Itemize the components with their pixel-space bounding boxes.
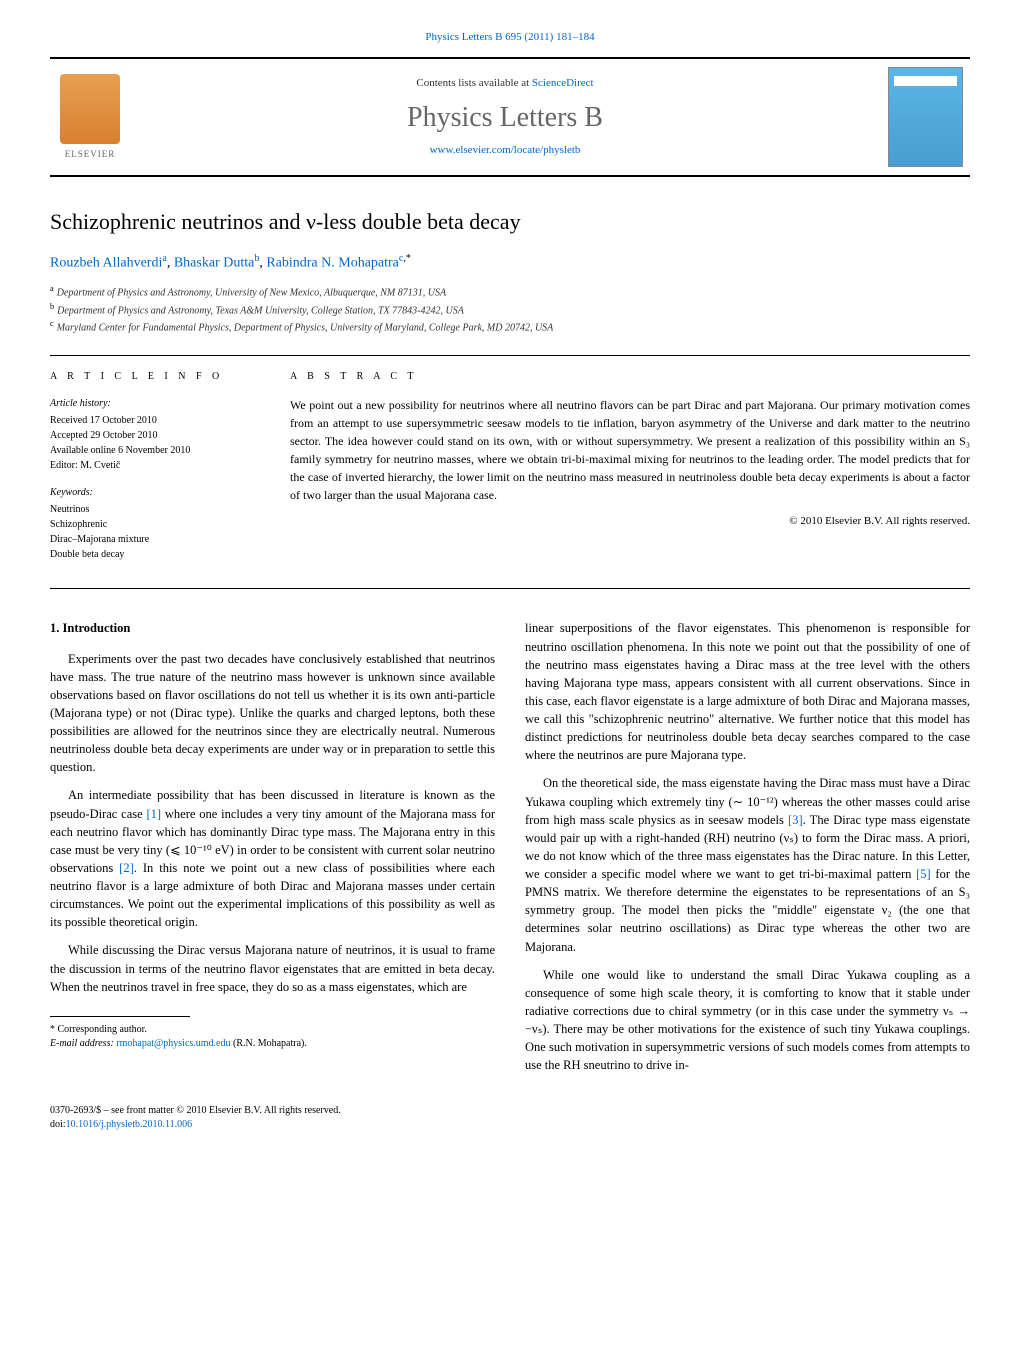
body-paragraph: linear superpositions of the flavor eige… (525, 619, 970, 764)
body-paragraph: An intermediate possibility that has bee… (50, 786, 495, 931)
journal-url[interactable]: www.elsevier.com/locate/physletb (430, 143, 581, 158)
abstract-heading: A B S T R A C T (290, 370, 970, 384)
footnote-separator (50, 1016, 190, 1017)
affiliation-text: Maryland Center for Fundamental Physics,… (57, 322, 554, 333)
affil-sup-label: b (50, 302, 54, 311)
affiliations: aDepartment of Physics and Astronomy, Un… (50, 283, 970, 335)
abstract-column: A B S T R A C T We point out a new possi… (270, 356, 970, 588)
email-label: E-mail address: (50, 1038, 116, 1049)
banner-center: Contents lists available at ScienceDirec… (130, 59, 880, 175)
sciencedirect-link[interactable]: ScienceDirect (532, 77, 594, 89)
contents-prefix: Contents lists available at (416, 77, 531, 89)
keyword-item: Schizophrenic (50, 517, 252, 532)
affiliation-text: Department of Physics and Astronomy, Tex… (57, 305, 464, 316)
history-item: Accepted 29 October 2010 (50, 428, 252, 443)
ref-link[interactable]: [2] (119, 861, 134, 875)
left-column: 1. Introduction Experiments over the pas… (50, 619, 495, 1084)
history-item: Received 17 October 2010 (50, 413, 252, 428)
footer: 0370-2693/$ – see front matter © 2010 El… (50, 1104, 970, 1132)
right-column: linear superpositions of the flavor eige… (525, 619, 970, 1084)
history-label: Article history: (50, 396, 252, 411)
abstract-text: We point out a new possibility for neutr… (290, 396, 970, 504)
ref-link[interactable]: [1] (146, 807, 161, 821)
history-item: Available online 6 November 2010 (50, 443, 252, 458)
body-paragraph: While discussing the Dirac versus Majora… (50, 941, 495, 995)
publisher-name: ELSEVIER (65, 148, 116, 161)
article-title: Schizophrenic neutrinos and ν-less doubl… (50, 207, 970, 238)
ref-link[interactable]: [3] (788, 813, 803, 827)
corresponding-marker[interactable]: ,* (403, 253, 411, 264)
keyword-item: Dirac–Majorana mixture (50, 532, 252, 547)
affil-sup[interactable]: a (162, 253, 166, 264)
email-name: (R.N. Mohapatra). (231, 1038, 307, 1049)
author-link[interactable]: Rabindra N. Mohapatra (266, 256, 399, 271)
section-heading: 1. Introduction (50, 619, 495, 637)
author-link[interactable]: Bhaskar Dutta (174, 256, 254, 271)
affil-sup-label: c (50, 319, 54, 328)
body-paragraph: While one would like to understand the s… (525, 966, 970, 1075)
citation-link[interactable]: Physics Letters B 695 (2011) 181–184 (425, 31, 594, 43)
abstract-copyright: © 2010 Elsevier B.V. All rights reserved… (290, 514, 970, 529)
keywords-label: Keywords: (50, 485, 252, 500)
doi-prefix: doi: (50, 1119, 66, 1130)
history-item: Editor: M. Cvetič (50, 458, 252, 473)
publisher-logo[interactable]: ELSEVIER (50, 59, 130, 175)
authors-list: Rouzbeh Allahverdia, Bhaskar Duttab, Rab… (50, 252, 970, 273)
contents-line: Contents lists available at ScienceDirec… (416, 76, 593, 91)
article-info: A R T I C L E I N F O Article history: R… (50, 356, 270, 588)
body-paragraph: On the theoretical side, the mass eigens… (525, 774, 970, 955)
journal-banner: ELSEVIER Contents lists available at Sci… (50, 57, 970, 177)
footnote: * Corresponding author. E-mail address: … (50, 1023, 495, 1051)
elsevier-tree-icon (60, 74, 120, 144)
body-paragraph: Experiments over the past two decades ha… (50, 650, 495, 777)
affil-sup-label: a (50, 284, 54, 293)
ref-link[interactable]: [5] (916, 867, 931, 881)
affiliation-text: Department of Physics and Astronomy, Uni… (57, 288, 446, 299)
issn-line: 0370-2693/$ – see front matter © 2010 El… (50, 1104, 970, 1118)
keyword-item: Neutrinos (50, 502, 252, 517)
journal-cover[interactable] (880, 59, 970, 175)
journal-title: Physics Letters B (407, 98, 603, 137)
info-abstract-row: A R T I C L E I N F O Article history: R… (50, 355, 970, 589)
body-columns: 1. Introduction Experiments over the pas… (50, 619, 970, 1084)
citation-header: Physics Letters B 695 (2011) 181–184 (50, 30, 970, 45)
corresponding-label: * Corresponding author. (50, 1023, 495, 1037)
author-link[interactable]: Rouzbeh Allahverdi (50, 256, 162, 271)
info-heading: A R T I C L E I N F O (50, 370, 252, 384)
keyword-item: Double beta decay (50, 547, 252, 562)
doi-link[interactable]: 10.1016/j.physletb.2010.11.006 (66, 1119, 193, 1130)
cover-thumbnail-icon (888, 67, 963, 167)
affil-sup[interactable]: b (254, 253, 259, 264)
email-link[interactable]: rmohapat@physics.umd.edu (116, 1038, 230, 1049)
